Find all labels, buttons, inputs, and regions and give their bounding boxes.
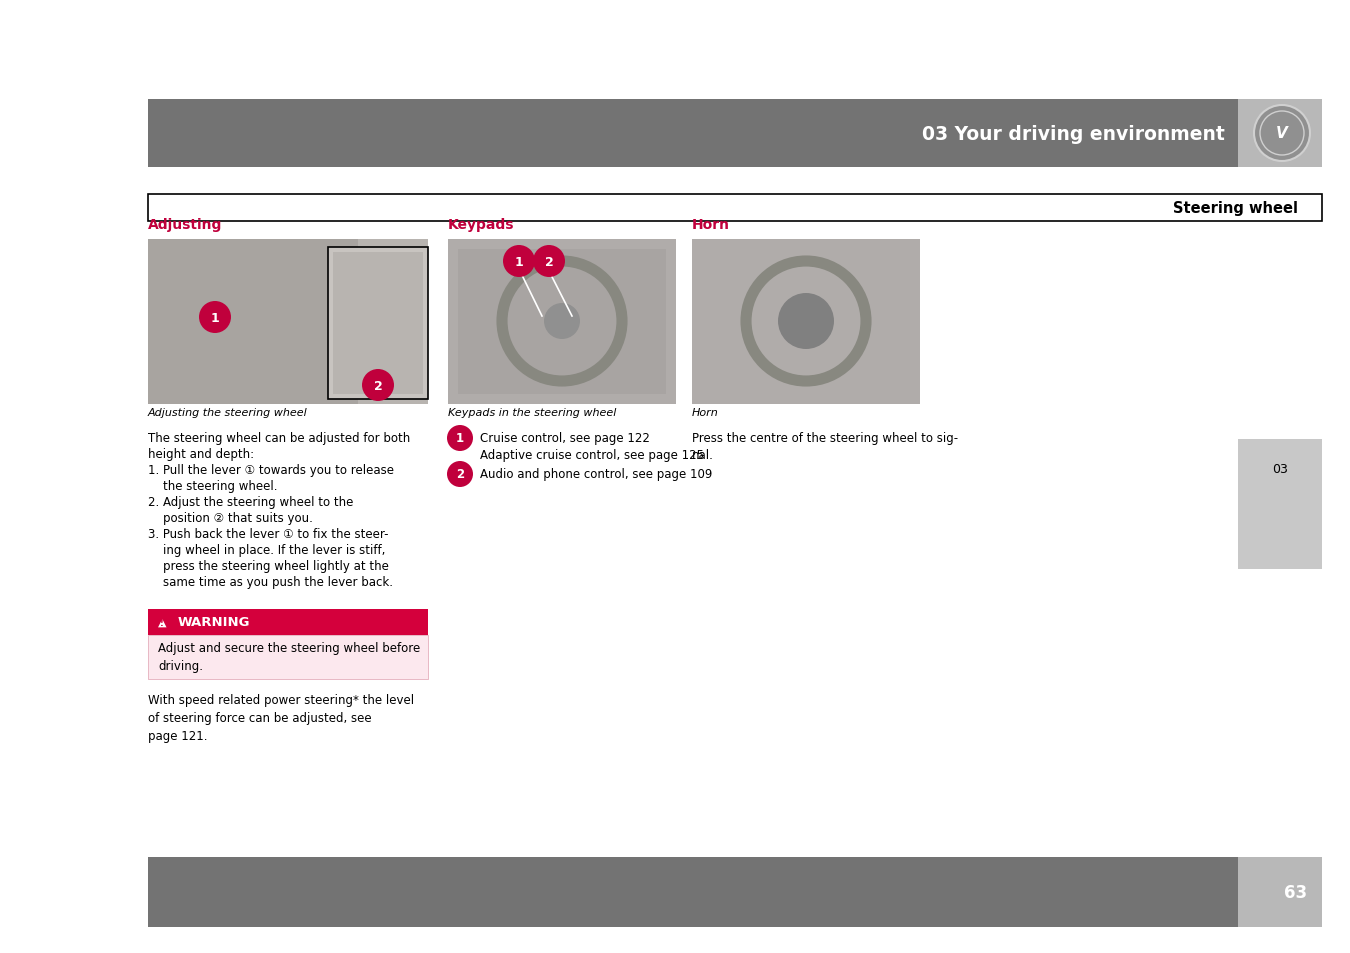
- Circle shape: [447, 461, 472, 488]
- Text: 2. Adjust the steering wheel to the: 2. Adjust the steering wheel to the: [148, 496, 354, 509]
- Text: Horn: Horn: [693, 408, 718, 417]
- Text: V: V: [1276, 127, 1288, 141]
- Text: position ② that suits you.: position ② that suits you.: [148, 512, 313, 524]
- Bar: [1238, 100, 1322, 168]
- Text: height and depth:: height and depth:: [148, 448, 254, 460]
- Circle shape: [362, 370, 394, 401]
- Bar: [148, 240, 428, 405]
- Bar: [148, 240, 358, 405]
- Circle shape: [1254, 106, 1310, 162]
- Circle shape: [504, 246, 535, 277]
- Text: ▲: ▲: [158, 618, 166, 627]
- Text: 2: 2: [456, 468, 464, 481]
- Bar: [148, 609, 428, 636]
- Circle shape: [778, 294, 834, 350]
- Bar: [1238, 439, 1322, 569]
- Circle shape: [447, 426, 472, 452]
- Text: same time as you push the lever back.: same time as you push the lever back.: [148, 576, 393, 588]
- Text: Keypads: Keypads: [448, 218, 514, 232]
- Bar: [148, 100, 1238, 168]
- Text: press the steering wheel lightly at the: press the steering wheel lightly at the: [148, 559, 389, 573]
- Text: 63: 63: [1284, 883, 1308, 901]
- Text: Adjusting: Adjusting: [148, 218, 223, 232]
- Text: Press the centre of the steering wheel to sig-: Press the centre of the steering wheel t…: [693, 432, 958, 444]
- Text: 03: 03: [1272, 463, 1288, 476]
- Text: 2: 2: [544, 255, 554, 268]
- Bar: [333, 253, 423, 395]
- Text: The steering wheel can be adjusted for both: The steering wheel can be adjusted for b…: [148, 432, 410, 444]
- Text: Keypads in the steering wheel: Keypads in the steering wheel: [448, 408, 617, 417]
- Text: 1: 1: [456, 432, 464, 445]
- Text: Adjust and secure the steering wheel before
driving.: Adjust and secure the steering wheel bef…: [158, 641, 420, 672]
- Bar: [328, 248, 428, 399]
- Text: 2: 2: [374, 379, 382, 392]
- Text: 3. Push back the lever ① to fix the steer-: 3. Push back the lever ① to fix the stee…: [148, 527, 389, 540]
- Bar: [448, 240, 676, 405]
- Text: nal.: nal.: [693, 449, 714, 461]
- Text: Horn: Horn: [693, 218, 730, 232]
- Text: Steering wheel: Steering wheel: [1173, 200, 1297, 215]
- Text: 1: 1: [514, 255, 524, 268]
- Bar: [1238, 857, 1322, 927]
- Text: 1: 1: [211, 312, 220, 324]
- Text: Adjusting the steering wheel: Adjusting the steering wheel: [148, 408, 308, 417]
- Bar: [458, 250, 666, 395]
- Text: Adaptive cruise control, see page 125: Adaptive cruise control, see page 125: [481, 449, 703, 461]
- Text: 1. Pull the lever ① towards you to release: 1. Pull the lever ① towards you to relea…: [148, 463, 394, 476]
- Text: 03 Your driving environment: 03 Your driving environment: [922, 125, 1224, 143]
- Bar: [148, 857, 1238, 927]
- Text: the steering wheel.: the steering wheel.: [148, 479, 278, 493]
- Circle shape: [198, 302, 231, 334]
- Text: With speed related power steering* the level
of steering force can be adjusted, : With speed related power steering* the l…: [148, 693, 414, 742]
- Bar: [148, 636, 428, 679]
- Text: !: !: [161, 618, 163, 627]
- Text: WARNING: WARNING: [178, 616, 251, 629]
- Bar: [148, 194, 1322, 222]
- Text: ing wheel in place. If the lever is stiff,: ing wheel in place. If the lever is stif…: [148, 543, 385, 557]
- Text: Audio and phone control, see page 109: Audio and phone control, see page 109: [481, 468, 713, 480]
- Circle shape: [544, 304, 580, 339]
- Circle shape: [533, 246, 566, 277]
- Bar: [693, 240, 919, 405]
- Text: Cruise control, see page 122: Cruise control, see page 122: [481, 432, 649, 444]
